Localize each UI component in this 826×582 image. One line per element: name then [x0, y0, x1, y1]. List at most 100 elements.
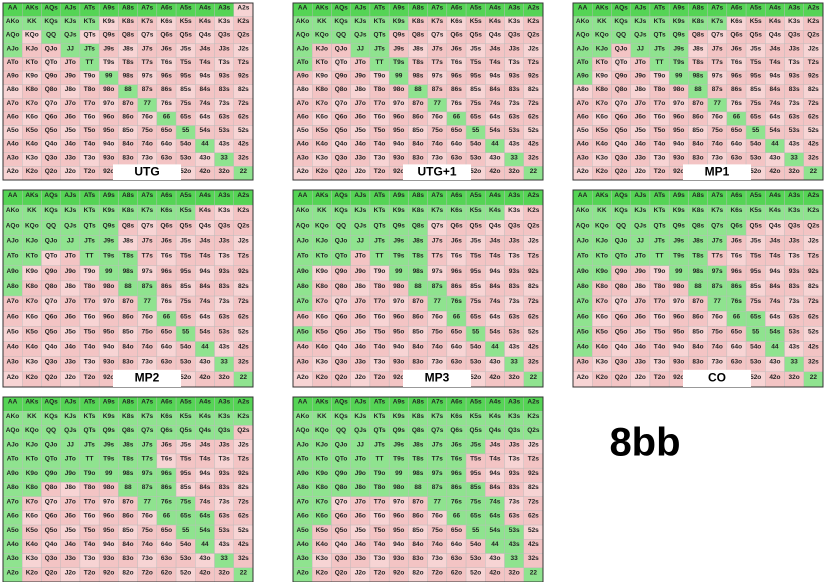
hand-name: AKo: [576, 18, 589, 25]
hand-name: T8s: [412, 253, 424, 260]
hand-name: 98s: [413, 73, 424, 80]
hand-name: AQo: [296, 222, 310, 229]
hand-name: 54s: [199, 328, 210, 335]
hand-name: J3o: [355, 555, 366, 562]
hand-name: 22: [810, 168, 818, 175]
hand-name: 93o: [393, 555, 404, 562]
hand-name: KJo: [316, 237, 328, 244]
hand-name: A2o: [296, 569, 308, 576]
hand-name: 94s: [489, 268, 500, 275]
hand-name: 43o: [489, 555, 500, 562]
hand-name: T5s: [180, 456, 192, 463]
hand-name: KQs: [614, 18, 628, 25]
hand-name: JJ: [637, 45, 645, 52]
hand-name: Q3s: [508, 32, 521, 39]
hand-name: Q4s: [769, 32, 782, 39]
hand-name: 96o: [673, 113, 684, 120]
hand-name: 62s: [808, 113, 819, 120]
hand-name: Q8o: [335, 86, 348, 93]
hand-name: 92s: [528, 73, 539, 80]
hand-name: Q5o: [335, 127, 348, 134]
hand-name: 95o: [673, 328, 684, 335]
hand-name: Q2s: [237, 32, 250, 39]
hand-name: J3o: [65, 154, 76, 161]
hand-name: 85s: [180, 484, 191, 491]
hand-name: KTo: [316, 59, 328, 66]
hand-name: K7s: [141, 413, 153, 420]
hand-name: 75o: [712, 127, 723, 134]
hand-name: 53s: [509, 527, 520, 534]
hand-name: 99: [395, 470, 403, 477]
hand-name: KK: [27, 413, 37, 420]
hand-name: 85o: [412, 328, 423, 335]
hand-name: A3s: [218, 192, 230, 199]
hand-name: 72o: [432, 569, 443, 576]
hand-name: A5s: [470, 192, 482, 199]
range-grid: AA AKs AQs AJs ATs A9s A8s A7s A6s A5s A4s A3s A2s AK…: [2, 189, 254, 388]
hand-name: 73o: [432, 154, 443, 161]
hand-name: K9o: [26, 470, 38, 477]
hand-name: 76s: [731, 298, 742, 305]
hand-name: 84o: [412, 541, 423, 548]
hand-name: 65s: [750, 113, 761, 120]
hand-name: 53s: [219, 127, 230, 134]
hand-name: Q6o: [45, 513, 58, 520]
range-grid: AA AKs AQs AJs ATs A9s A8s A7s A6s A5s A4s A3s A2s AK…: [2, 396, 254, 582]
hand-name: 43s: [509, 344, 520, 351]
hand-name: 54o: [180, 344, 191, 351]
hand-name: Q5s: [750, 32, 763, 39]
hand-name: 73o: [712, 359, 723, 366]
hand-name: Q6s: [160, 32, 173, 39]
hand-name: Q5o: [615, 127, 628, 134]
hand-name: QJo: [615, 45, 628, 52]
hand-name: A6s: [730, 4, 742, 11]
hand-name: 93s: [509, 470, 520, 477]
hand-name: K3o: [596, 154, 608, 161]
hand-name: T9s: [393, 59, 405, 66]
hand-name: 94o: [393, 541, 404, 548]
hand-name: 74o: [712, 344, 723, 351]
hand-name: K8o: [596, 86, 608, 93]
hand-name: Q3o: [45, 555, 58, 562]
hand-name: AQs: [614, 192, 628, 199]
hand-name: K8s: [412, 18, 424, 25]
hand-name: 96o: [103, 113, 114, 120]
hand-name: Q6s: [730, 32, 743, 39]
hand-name: KK: [317, 207, 327, 214]
hand-name: 77: [434, 298, 442, 305]
hand-name: J5o: [65, 328, 76, 335]
hand-name: K4o: [26, 541, 38, 548]
hand-name: T5s: [470, 456, 482, 463]
hand-name: KJs: [354, 18, 366, 25]
hand-name: 74s: [199, 100, 210, 107]
hand-name: 54o: [750, 141, 761, 148]
hand-name: 75s: [470, 498, 481, 505]
hand-name: 95o: [673, 127, 684, 134]
hand-name: 43s: [219, 344, 230, 351]
hand-name: 54s: [199, 127, 210, 134]
hand-name: J8s: [413, 441, 424, 448]
hand-name: J6o: [65, 313, 76, 320]
hand-name: 94o: [393, 344, 404, 351]
hand-name: 64o: [451, 541, 462, 548]
hand-name: K5s: [470, 18, 482, 25]
hand-name: J8s: [123, 441, 134, 448]
hand-name: AQo: [6, 427, 20, 434]
hand-name: K7o: [316, 298, 328, 305]
hand-name: K9s: [393, 207, 405, 214]
hand-name: Q2o: [615, 168, 628, 175]
hand-name: 72s: [528, 100, 539, 107]
hand-name: AKs: [595, 192, 608, 199]
hand-name: 77: [434, 100, 442, 107]
hand-name: K6o: [596, 113, 608, 120]
hand-name: A7o: [6, 498, 18, 505]
position-label-box: [403, 164, 471, 180]
hand-name: K4o: [26, 141, 38, 148]
hand-name: 42s: [808, 141, 819, 148]
hand-name: A8o: [6, 283, 18, 290]
hand-name: JJ: [67, 441, 75, 448]
hand-name: Q7s: [141, 427, 154, 434]
hand-name: J2o: [635, 168, 646, 175]
hand-name: Q8o: [45, 86, 58, 93]
